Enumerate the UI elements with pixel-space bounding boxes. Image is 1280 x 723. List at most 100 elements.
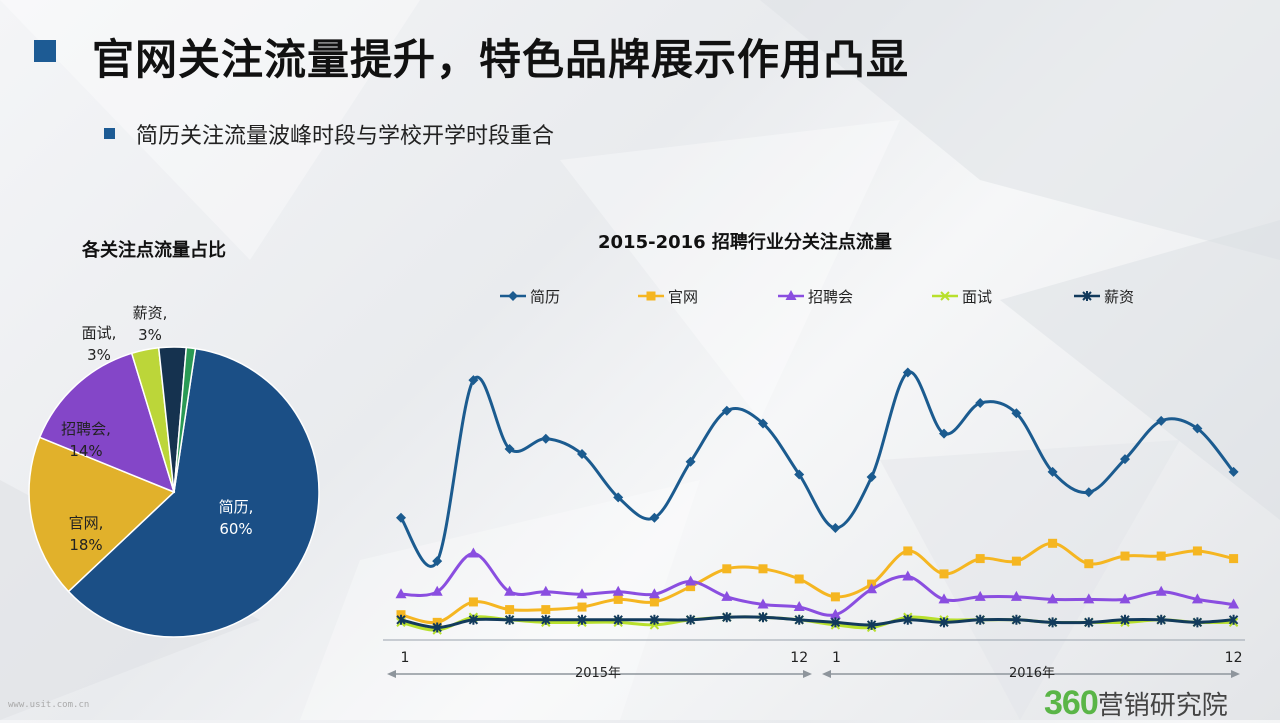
series-3-point-21: [1119, 593, 1131, 604]
pie-label-5-line-2: 3%: [138, 326, 162, 344]
series-2-point-8: [649, 597, 659, 607]
series-3-point-7: [612, 585, 624, 596]
series-3-point-24: [1228, 598, 1240, 609]
legend-label-2: 官网: [668, 288, 698, 306]
legend-marker-3: [785, 290, 797, 300]
series-3-point-13: [829, 608, 841, 619]
series-2-point-19: [1048, 538, 1058, 548]
series-5-point-8: [649, 614, 660, 625]
series-1-point-17: [975, 398, 986, 409]
series-3-point-22: [1155, 585, 1167, 596]
page-title: 官网关注流量提升，特色品牌展示作用凸显: [92, 35, 910, 84]
line-chart: 简历 官网 招聘会 面试 薪资 1 12 1 12 2015年 2016年: [383, 288, 1245, 681]
series-1-point-7: [613, 492, 624, 503]
series-5-point-12: [794, 614, 804, 625]
series-5-point-24: [1228, 614, 1239, 625]
series-line-5: [400, 615, 1234, 629]
series-5-point-17: [975, 614, 985, 625]
series-5-point-21: [1120, 614, 1130, 625]
pie-label-3-line-2: 14%: [69, 442, 102, 460]
series-3-point-10: [721, 590, 733, 601]
series-1-point-11: [758, 418, 768, 429]
series-1-point-20: [1083, 487, 1094, 498]
legend-marker-4: [940, 291, 950, 301]
series-5-point-22: [1156, 614, 1166, 625]
year-span-arrow-left-2: [822, 670, 831, 678]
series-2-point-23: [1192, 546, 1202, 556]
series-1-point-22: [1156, 415, 1167, 426]
legend-label-3: 招聘会: [808, 288, 853, 306]
pie-label-4-line-2: 3%: [87, 346, 111, 364]
legend-label-1: 简历: [530, 288, 560, 306]
year-label-1: 2015年: [575, 666, 621, 681]
legend-label-4: 面试: [962, 288, 992, 306]
series-1-point-9: [685, 456, 696, 467]
series-5-point-14: [866, 619, 877, 630]
series-3-point-1: [395, 588, 407, 599]
series-2-point-22: [1156, 551, 1166, 561]
series-1-point-6: [577, 449, 587, 460]
series-3-point-20: [1083, 593, 1095, 604]
series-2-point-13: [830, 592, 840, 602]
series-3-point-9: [685, 575, 697, 586]
watermark: www.usit.com.cn: [8, 700, 90, 710]
series-1-point-19: [1047, 466, 1058, 477]
series-2-point-24: [1229, 554, 1239, 564]
series-5-point-11: [758, 612, 768, 623]
pie-slice-1: [67, 347, 320, 638]
year-span-arrow-right-1: [803, 670, 812, 678]
year-span-arrow-left-1: [387, 670, 396, 678]
series-3-point-23: [1191, 593, 1203, 604]
series-5-point-15: [903, 614, 913, 625]
series-2-point-15: [903, 546, 913, 556]
subtitle-bullet-text: 简历关注流量波峰时段与学校开学时段重合: [136, 124, 555, 149]
series-3-point-3: [467, 547, 479, 558]
series-2-point-21: [1120, 551, 1130, 561]
pie-label-5-line-1: 薪资,: [133, 304, 168, 322]
series-1-point-4: [504, 443, 515, 454]
series-5-point-19: [1047, 617, 1058, 628]
series-1-point-3: [468, 375, 479, 386]
series-5-point-23: [1192, 617, 1203, 628]
pie-chart-title: 各关注点流量占比: [82, 240, 226, 261]
series-3-point-4: [504, 585, 516, 596]
series-5-point-9: [685, 614, 696, 625]
x-tick-label-3: 1: [832, 650, 841, 666]
series-5-point-7: [613, 614, 623, 625]
pie-label-2-line-1: 官网,: [69, 514, 104, 532]
x-tick-label-1: 1: [401, 650, 410, 666]
year-label-2: 2016年: [1009, 666, 1055, 681]
series-3-point-5: [540, 585, 552, 596]
series-1-point-14: [866, 472, 877, 482]
series-5-point-10: [722, 612, 732, 623]
series-2-point-7: [613, 594, 623, 604]
series-3-point-14: [866, 583, 878, 594]
x-tick-label-2: 12: [790, 650, 808, 666]
series-2-point-2: [432, 617, 442, 627]
series-2-point-17: [975, 554, 985, 564]
pie-slice-3: [38, 352, 176, 494]
series-2-point-10: [722, 564, 732, 574]
series-3-point-11: [757, 598, 769, 609]
series-3-point-6: [576, 588, 588, 599]
series-3-point-19: [1047, 593, 1059, 604]
series-1-point-5: [540, 433, 551, 444]
legend-marker-2: [646, 291, 656, 301]
series-line-2: [400, 541, 1234, 625]
series-2-point-18: [1011, 556, 1021, 566]
series-1-point-18: [1011, 408, 1022, 419]
series-5-point-3: [468, 614, 479, 625]
bullet-square: [104, 128, 115, 139]
series-1-point-1: [396, 512, 406, 523]
brand-logo: 360营销研究院: [1044, 684, 1228, 723]
series-5-point-18: [1011, 614, 1022, 625]
series-5-point-13: [830, 617, 841, 628]
series-3-point-2: [431, 585, 443, 596]
pie-slice-6: [173, 346, 197, 493]
series-5-point-1: [396, 614, 406, 625]
logo-number: 360: [1044, 684, 1099, 722]
series-3-point-16: [938, 593, 950, 604]
legend-label-5: 薪资: [1104, 288, 1134, 306]
legend-marker-5: [1082, 291, 1092, 301]
